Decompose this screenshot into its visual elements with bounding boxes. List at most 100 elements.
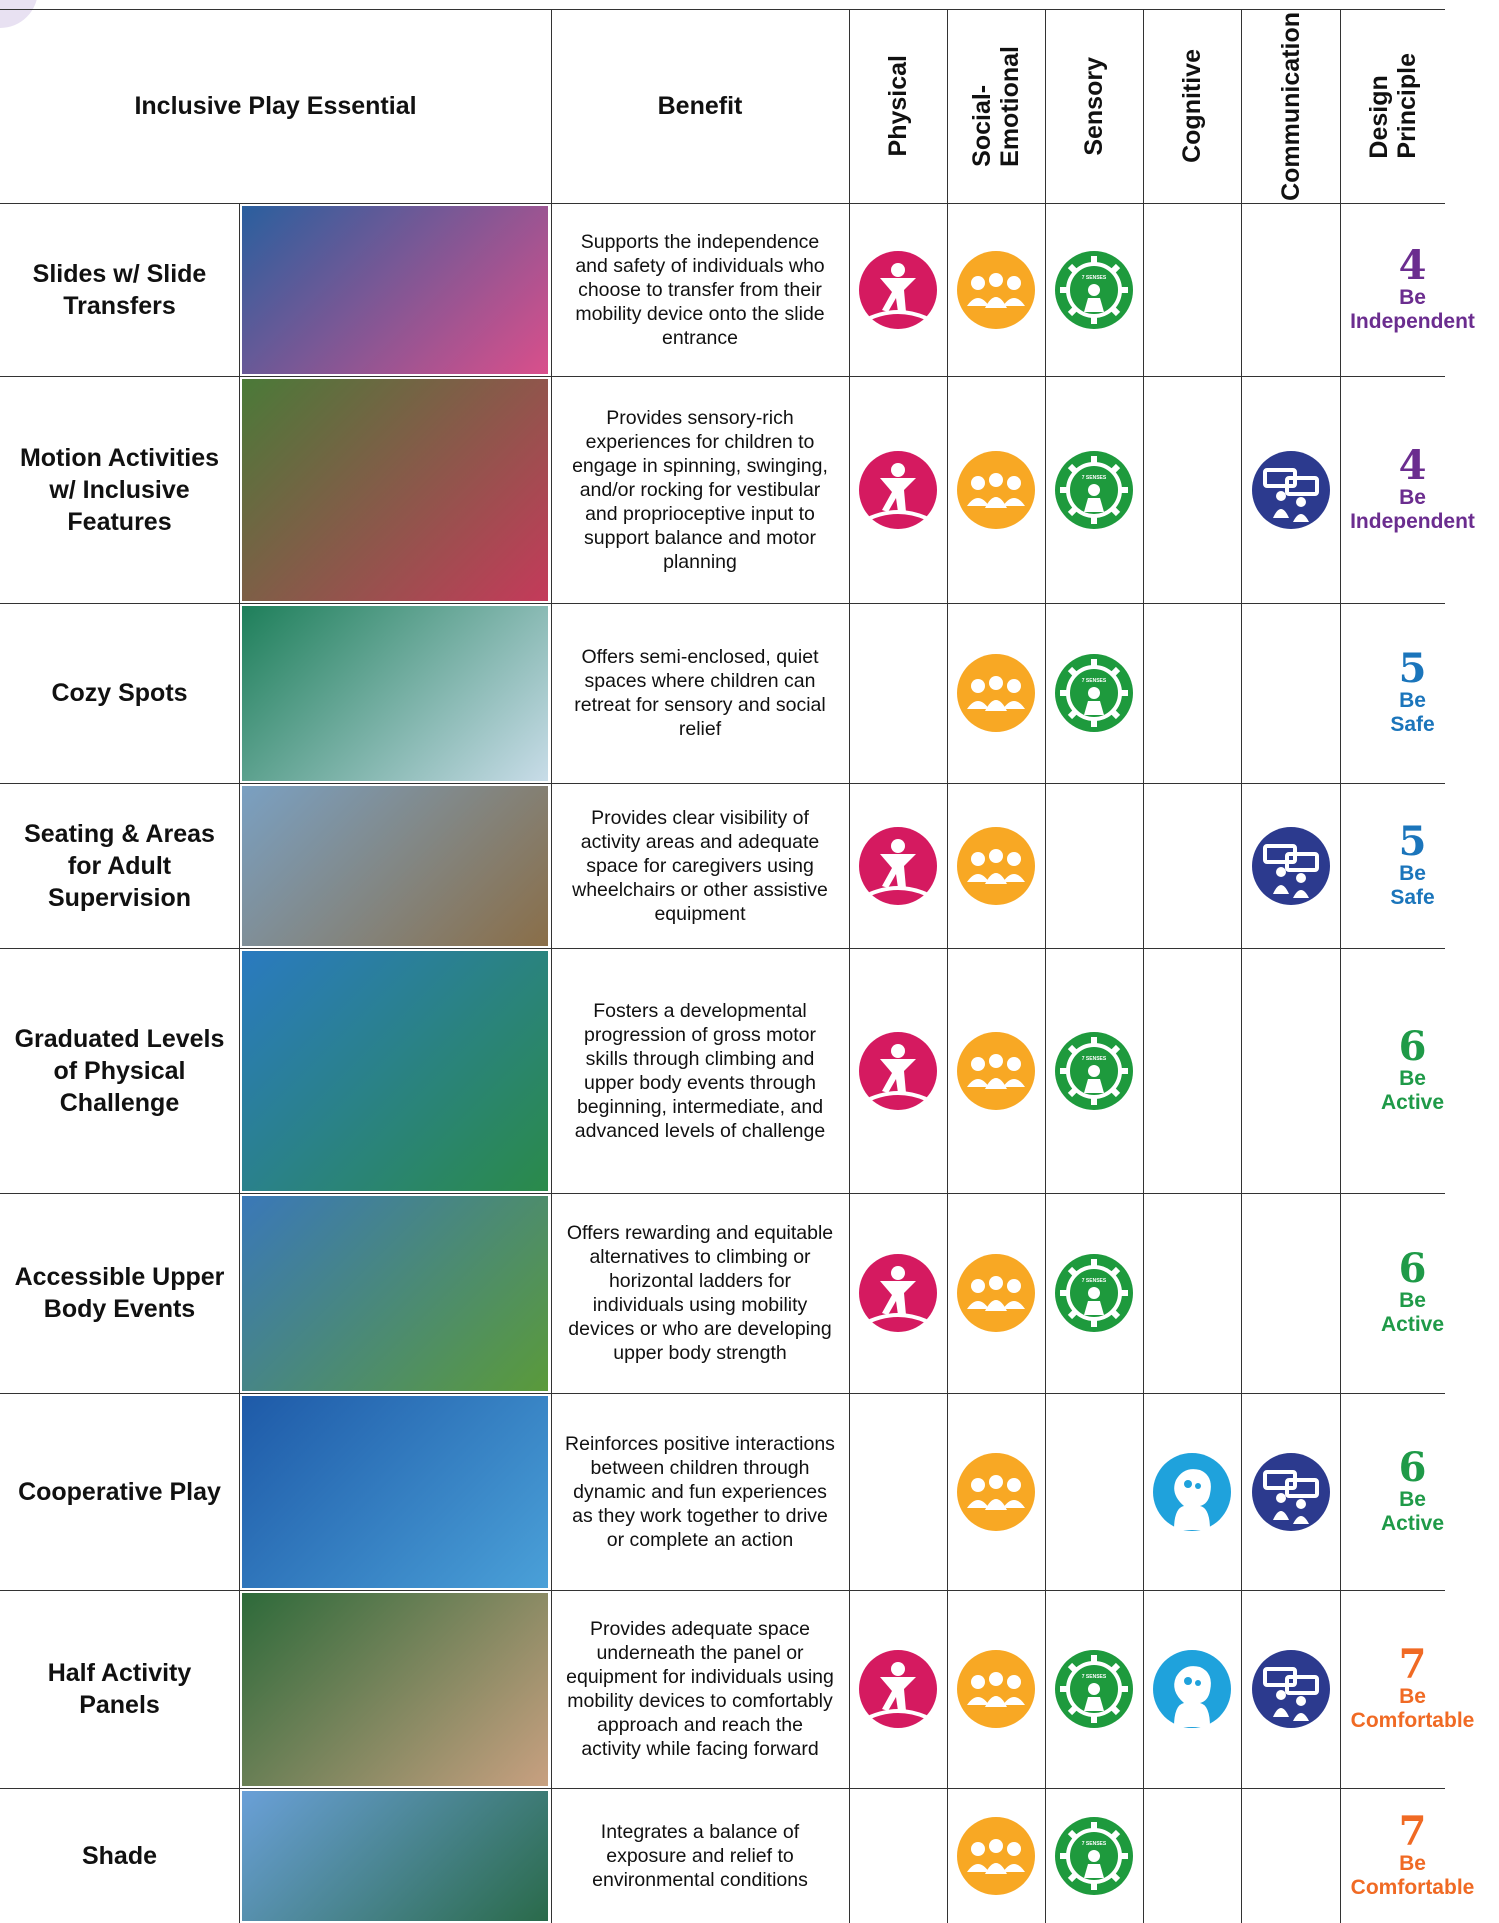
- row-name: Shade: [81, 1841, 158, 1870]
- design-principle: 5 Be Safe: [1330, 603, 1495, 783]
- mark-cell: 7 SENSES: [1045, 1590, 1143, 1788]
- design-principle: 5 Be Safe: [1330, 783, 1495, 948]
- rule: [1045, 9, 1046, 1923]
- mark-cell: [947, 603, 1045, 783]
- principle-number: 4: [1398, 441, 1427, 489]
- design-principle: 4 Be Independent: [1330, 376, 1495, 603]
- principle-number: 4: [1398, 241, 1427, 289]
- photo: [242, 786, 548, 946]
- principle-number: 6: [1398, 1443, 1427, 1491]
- principle-word: Be: [1399, 861, 1426, 885]
- header-essential: Inclusive Play Essential: [134, 91, 417, 120]
- principle-word: Comfortable: [1350, 1875, 1475, 1899]
- icon-label: 7 SENSES: [1082, 1056, 1107, 1062]
- mark-cell: [1241, 783, 1340, 948]
- rule: [239, 203, 240, 1923]
- icon: [1251, 1650, 1330, 1728]
- rule: [0, 9, 1445, 10]
- mark-cell: [947, 1193, 1045, 1393]
- header-column: Sensory: [1045, 9, 1143, 203]
- icon: [957, 250, 1035, 329]
- mark-cell: 7 SENSES: [1045, 203, 1143, 376]
- icon: [957, 1031, 1035, 1110]
- icon: 7 SENSES: [1055, 1254, 1133, 1332]
- rule: [1340, 9, 1341, 1923]
- icon: [859, 250, 937, 329]
- mark-cell: 7 SENSES: [1045, 1193, 1143, 1393]
- header-column: Social- Emotional: [947, 9, 1045, 203]
- header-line: Physical: [884, 55, 912, 157]
- header-text: Cognitive: [1178, 49, 1206, 163]
- photo: [242, 606, 548, 781]
- header-text: Social- Emotional: [968, 46, 1024, 167]
- row-name: Half Activity Panels: [47, 1659, 192, 1719]
- icon-label: 7 SENSES: [1082, 1674, 1107, 1680]
- design-principle: 6 Be Active: [1330, 1393, 1495, 1590]
- benefit: Offers semi-enclosed, quiet spaces where…: [574, 646, 826, 740]
- icon: [1153, 1650, 1231, 1728]
- icon-label: 7 SENSES: [1082, 275, 1107, 281]
- principle-word: Be: [1399, 1066, 1426, 1090]
- icon: [1251, 1452, 1330, 1531]
- design-principle: 4 Be Independent: [1330, 203, 1495, 376]
- header-benefit: Benefit: [657, 91, 743, 120]
- rule: [947, 9, 948, 1923]
- icon-label: 7 SENSES: [1082, 678, 1107, 684]
- icon: [1251, 826, 1330, 905]
- mark-cell: [947, 203, 1045, 376]
- benefit: Integrates a balance of exposure and rel…: [592, 1820, 808, 1891]
- mark-cell: [849, 1590, 947, 1788]
- rule: [0, 1193, 1445, 1194]
- mark-cell: [849, 783, 947, 948]
- mark-cell: [947, 1788, 1045, 1923]
- icon: [859, 1254, 937, 1332]
- mark-cell: [947, 376, 1045, 603]
- header-column: Cognitive: [1143, 9, 1241, 203]
- icon: [957, 654, 1035, 732]
- mark-cell: 7 SENSES: [1045, 376, 1143, 603]
- design-principle: 6 Be Active: [1330, 1193, 1495, 1393]
- header-line: Communication: [1276, 11, 1305, 201]
- mark-cell: 7 SENSES: [1045, 1788, 1143, 1923]
- principle-word: Active: [1380, 1511, 1445, 1535]
- icon: [1251, 450, 1330, 529]
- header-text: Physical: [884, 55, 912, 156]
- principle-word: Independent: [1350, 309, 1475, 333]
- icon: [859, 1031, 937, 1110]
- photo: [242, 951, 548, 1191]
- icon-label: 7 SENSES: [1082, 1841, 1107, 1847]
- mark-cell: [1241, 376, 1340, 603]
- icon: 7 SENSES: [1055, 1031, 1133, 1110]
- header-line: Design: [1364, 75, 1393, 159]
- icon: 7 SENSES: [1055, 654, 1133, 732]
- rule: [0, 1393, 1445, 1394]
- mark-cell: 7 SENSES: [1045, 948, 1143, 1193]
- icon: [957, 1816, 1035, 1895]
- mark-cell: [1143, 1590, 1241, 1788]
- mark-cell: [1143, 1393, 1241, 1590]
- row-name: Graduated Levels of Physical Challenge: [14, 1024, 225, 1117]
- rule: [0, 376, 1445, 377]
- icon: [859, 826, 937, 905]
- icon: 7 SENSES: [1055, 250, 1133, 329]
- principle-word: Safe: [1390, 713, 1435, 736]
- header-text: Communication: [1277, 12, 1305, 201]
- rule: [551, 9, 552, 1923]
- icon: [957, 1254, 1035, 1332]
- rule: [0, 1788, 1445, 1789]
- principle-word: Active: [1380, 1313, 1445, 1336]
- header-line: Social-: [968, 84, 996, 167]
- icon: [859, 450, 937, 529]
- principle-word: Safe: [1390, 885, 1435, 909]
- mark-cell: [849, 376, 947, 603]
- benefit: Supports the independence and safety of …: [575, 230, 825, 349]
- principle-word: Active: [1380, 1090, 1445, 1114]
- row-name: Accessible Upper Body Events: [14, 1263, 225, 1323]
- icon: 7 SENSES: [1055, 450, 1133, 529]
- mark-cell: [849, 203, 947, 376]
- icon-label: 7 SENSES: [1082, 475, 1107, 481]
- icon: [859, 1650, 937, 1728]
- photo: [242, 1396, 548, 1588]
- photo: [242, 1593, 548, 1786]
- icon: [957, 1650, 1035, 1728]
